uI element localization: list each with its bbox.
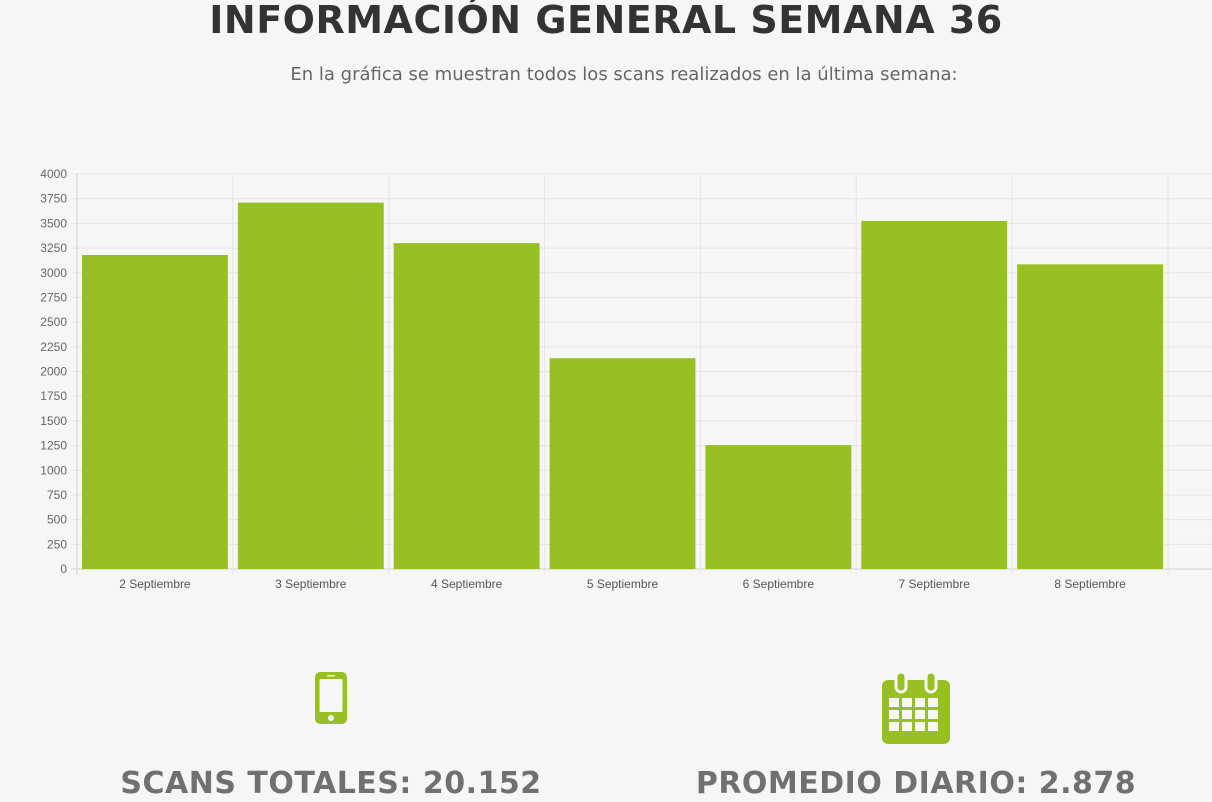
y-tick-label: 750: [47, 488, 67, 502]
x-tick-label: 6 Septiembre: [743, 577, 815, 591]
x-tick-label: 4 Septiembre: [431, 577, 503, 591]
bar-3[interactable]: [393, 243, 540, 569]
y-tick-label: 500: [47, 513, 67, 527]
y-tick-label: 2250: [40, 340, 67, 354]
y-tick-label: 3250: [40, 241, 67, 255]
page-title: INFORMACIÓN GENERAL SEMANA 36: [209, 0, 1003, 42]
calendar-icon: [882, 672, 950, 744]
total-scans-stat: SCANS TOTALES: 20.152: [81, 672, 581, 801]
y-tick-label: 2750: [40, 290, 67, 304]
x-tick-label: 3 Septiembre: [275, 577, 347, 591]
bar-2[interactable]: [237, 202, 384, 569]
x-tick-label: 2 Septiembre: [119, 577, 191, 591]
bar-5[interactable]: [705, 445, 852, 569]
y-tick-label: 2000: [40, 365, 67, 379]
bar-7[interactable]: [1017, 264, 1163, 569]
y-tick-label: 1250: [40, 439, 67, 453]
y-axis-ticks: 0 250 500 750 1000 1250 1500 1750 2000 2250 2500 27…: [40, 167, 67, 576]
x-tick-label: 8 Septiembre: [1054, 577, 1126, 591]
y-tick-label: 3000: [40, 266, 67, 280]
bar-4[interactable]: [549, 358, 696, 569]
smartphone-icon: [315, 672, 347, 724]
daily-average-stat: PROMEDIO DIARIO: 2.878: [666, 672, 1166, 801]
bar-6[interactable]: [861, 220, 1008, 569]
y-tick-label: 2500: [40, 315, 67, 329]
x-axis-ticks: 2 Septiembre 3 Septiembre 4 Septiembre 5 Se…: [119, 577, 1126, 591]
y-tick-label: 1750: [40, 389, 67, 403]
bar-1[interactable]: [82, 254, 228, 569]
chart-bars: [82, 202, 1163, 569]
y-tick-label: 3500: [40, 216, 67, 230]
y-tick-label: 4000: [40, 167, 67, 181]
total-scans-label: SCANS TOTALES: 20.152: [120, 766, 542, 801]
y-tick-label: 3750: [40, 192, 67, 206]
x-tick-label: 7 Septiembre: [899, 577, 971, 591]
page-subtitle: En la gráfica se muestran todos los scan…: [290, 64, 958, 85]
y-tick-label: 1500: [40, 414, 67, 428]
y-tick-label: 1000: [40, 463, 67, 477]
x-tick-label: 5 Septiembre: [587, 577, 659, 591]
y-tick-label: 0: [60, 562, 67, 576]
weekly-scans-bar-chart: 0 250 500 750 1000 1250 1500 1750 2000 2250 2500 27…: [40, 167, 1212, 591]
y-tick-label: 250: [47, 537, 67, 551]
daily-average-label: PROMEDIO DIARIO: 2.878: [695, 766, 1137, 801]
